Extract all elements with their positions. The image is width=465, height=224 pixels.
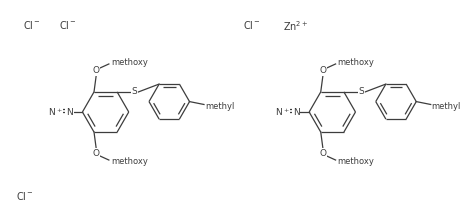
- Text: N: N: [293, 108, 299, 116]
- Text: Zn$^{2+}$: Zn$^{2+}$: [283, 19, 309, 33]
- Text: N$^+$: N$^+$: [48, 106, 63, 118]
- Text: Cl$^-$: Cl$^-$: [16, 190, 34, 202]
- Text: O: O: [319, 149, 326, 158]
- Text: methoxy: methoxy: [111, 58, 148, 67]
- Text: O: O: [93, 149, 100, 158]
- Text: methyl: methyl: [432, 102, 461, 111]
- Text: Cl$^-$: Cl$^-$: [23, 19, 40, 31]
- Text: O: O: [93, 66, 100, 75]
- Text: N$^+$: N$^+$: [275, 106, 290, 118]
- Text: methoxy: methoxy: [338, 58, 374, 67]
- Text: Cl$^-$: Cl$^-$: [243, 19, 260, 31]
- Text: S: S: [132, 87, 138, 97]
- Text: S: S: [359, 87, 364, 97]
- Text: O: O: [319, 66, 326, 75]
- Text: methoxy: methoxy: [111, 157, 148, 166]
- Text: Cl$^-$: Cl$^-$: [59, 19, 77, 31]
- Text: methyl: methyl: [205, 102, 234, 111]
- Text: methoxy: methoxy: [338, 157, 374, 166]
- Text: N: N: [66, 108, 73, 116]
